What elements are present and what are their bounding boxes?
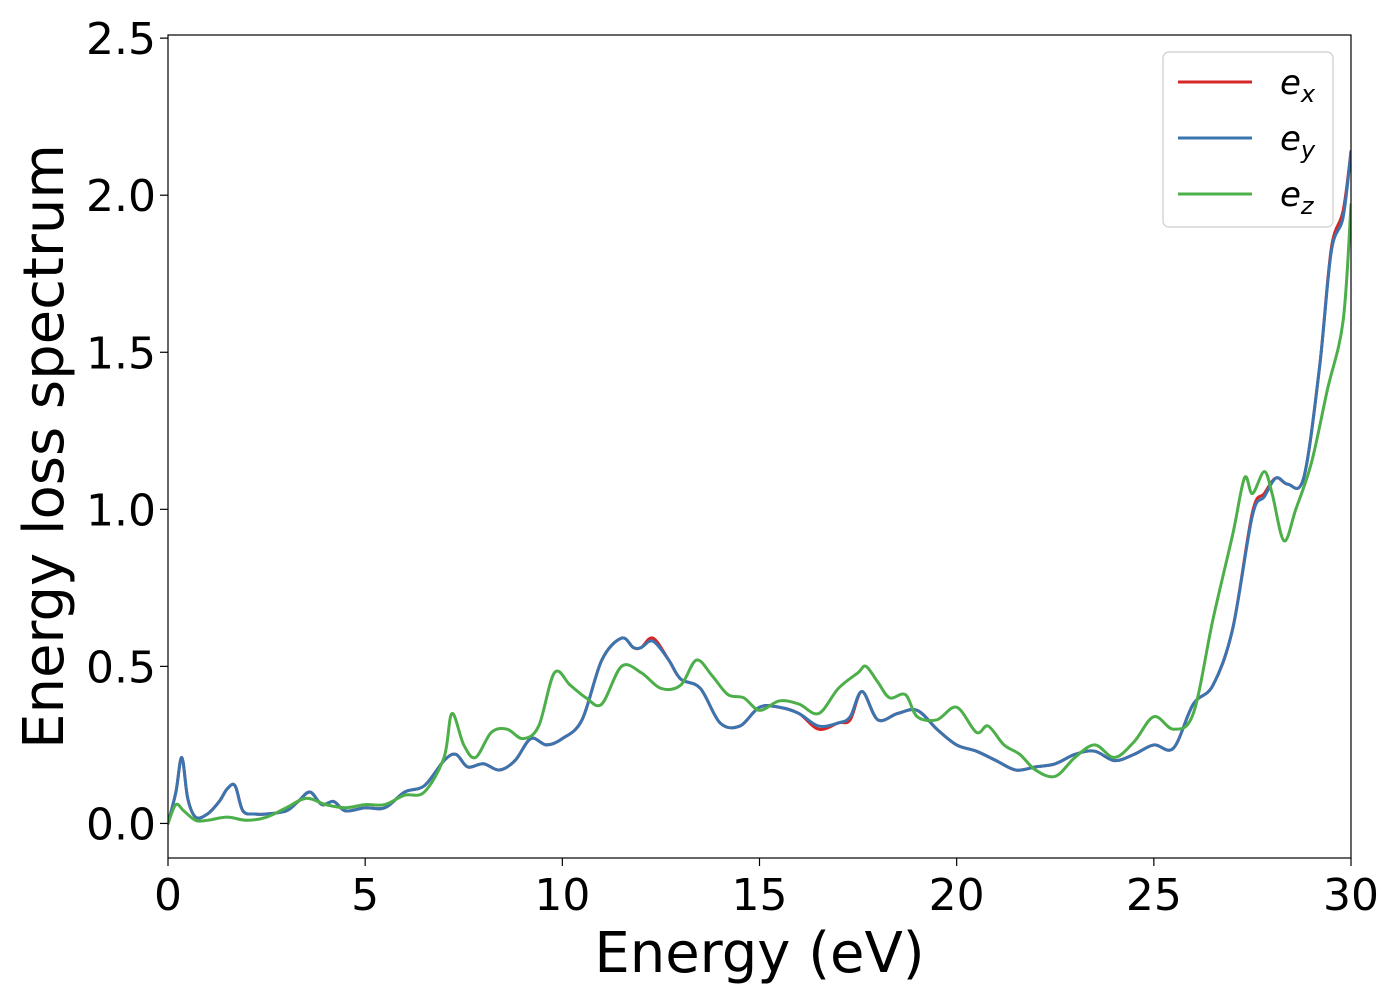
x-tick-label: 30: [1323, 870, 1379, 921]
y-tick-label: 2.5: [86, 14, 156, 65]
series-layer: [168, 149, 1351, 825]
x-tick-label: 0: [154, 870, 182, 921]
x-tick-label: 15: [732, 870, 788, 921]
x-tick-label: 20: [929, 870, 985, 921]
x-tick-label: 10: [534, 870, 590, 921]
y-tick-label: 0.5: [86, 642, 156, 693]
x-axis: 0 5 10 15 20 25 30: [154, 858, 1379, 921]
x-tick-label: 25: [1126, 870, 1182, 921]
series-line-z: [168, 203, 1351, 825]
legend-label-y: ey: [1280, 119, 1316, 164]
legend: ex ey ez: [1162, 51, 1334, 228]
y-tick-label: 2.0: [86, 171, 156, 222]
x-tick-label: 5: [351, 870, 379, 921]
y-tick-label: 0.0: [86, 799, 156, 850]
x-axis-title: Energy (eV): [594, 921, 924, 986]
y-tick-label: 1.0: [86, 485, 156, 536]
legend-label-x: ex: [1280, 63, 1316, 108]
legend-label-z: ez: [1280, 175, 1315, 220]
y-axis-title: Energy loss spectrum: [12, 144, 77, 749]
y-tick-label: 1.5: [86, 328, 156, 379]
y-axis: 0.0 0.5 1.0 1.5 2.0 2.5: [86, 14, 168, 850]
